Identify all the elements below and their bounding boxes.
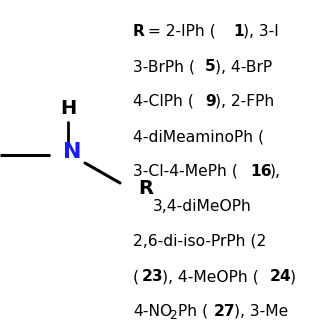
Text: 27: 27 [214, 304, 235, 319]
Text: R: R [138, 179, 153, 197]
Text: 1: 1 [233, 24, 244, 39]
Text: ), 3-Me: ), 3-Me [234, 304, 288, 319]
Text: 16: 16 [250, 164, 272, 179]
Text: ),: ), [270, 164, 281, 179]
Text: ): ) [290, 269, 296, 284]
Text: H: H [60, 99, 76, 117]
Text: 4-NO: 4-NO [133, 304, 172, 319]
Text: 24: 24 [270, 269, 292, 284]
Text: 4-diMeaminoPh (: 4-diMeaminoPh ( [133, 129, 264, 144]
Text: (: ( [133, 269, 139, 284]
Text: 2,6-di-iso-PrPh (2: 2,6-di-iso-PrPh (2 [133, 234, 266, 249]
Text: 5: 5 [205, 59, 216, 74]
Text: 9: 9 [205, 94, 216, 109]
Text: R: R [133, 24, 145, 39]
Text: ), 3-I: ), 3-I [243, 24, 279, 39]
Text: ), 4-MeOPh (: ), 4-MeOPh ( [162, 269, 259, 284]
Text: ), 4-BrP: ), 4-BrP [215, 59, 272, 74]
Text: 23: 23 [142, 269, 164, 284]
Text: 3-BrPh (: 3-BrPh ( [133, 59, 195, 74]
Text: 3,4-diMeOPh: 3,4-diMeOPh [153, 199, 252, 214]
Text: = 2-IPh (: = 2-IPh ( [143, 24, 216, 39]
Text: 2: 2 [169, 309, 177, 320]
Text: 3-Cl-4-MePh (: 3-Cl-4-MePh ( [133, 164, 238, 179]
Text: ), 2-FPh: ), 2-FPh [215, 94, 274, 109]
Text: N: N [63, 142, 81, 162]
Text: 4-ClPh (: 4-ClPh ( [133, 94, 194, 109]
Text: Ph (: Ph ( [178, 304, 208, 319]
